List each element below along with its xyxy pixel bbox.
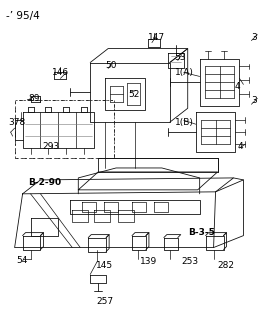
Text: 3: 3 — [251, 33, 257, 42]
Text: 1(B): 1(B) — [175, 118, 194, 127]
Text: 53: 53 — [174, 52, 185, 61]
Text: 139: 139 — [140, 258, 157, 267]
Text: 145: 145 — [96, 261, 113, 270]
Text: 1(A): 1(A) — [175, 68, 194, 77]
Text: 3: 3 — [251, 96, 257, 105]
Text: B-2-90: B-2-90 — [29, 178, 62, 187]
Text: 378: 378 — [9, 118, 26, 127]
Text: 147: 147 — [148, 33, 165, 42]
Text: 146: 146 — [53, 68, 70, 77]
Text: 253: 253 — [182, 258, 199, 267]
Text: 4: 4 — [234, 83, 240, 92]
Text: 89: 89 — [29, 94, 40, 103]
Text: 4: 4 — [237, 142, 243, 151]
Text: 50: 50 — [105, 60, 117, 69]
Text: 54: 54 — [17, 255, 28, 265]
Text: B-3-5: B-3-5 — [188, 228, 215, 237]
Text: 293: 293 — [42, 142, 59, 151]
Text: 257: 257 — [96, 297, 113, 306]
Text: -’ 95/4: -’ 95/4 — [6, 11, 39, 21]
Text: 52: 52 — [128, 90, 139, 100]
Text: 282: 282 — [218, 261, 234, 270]
